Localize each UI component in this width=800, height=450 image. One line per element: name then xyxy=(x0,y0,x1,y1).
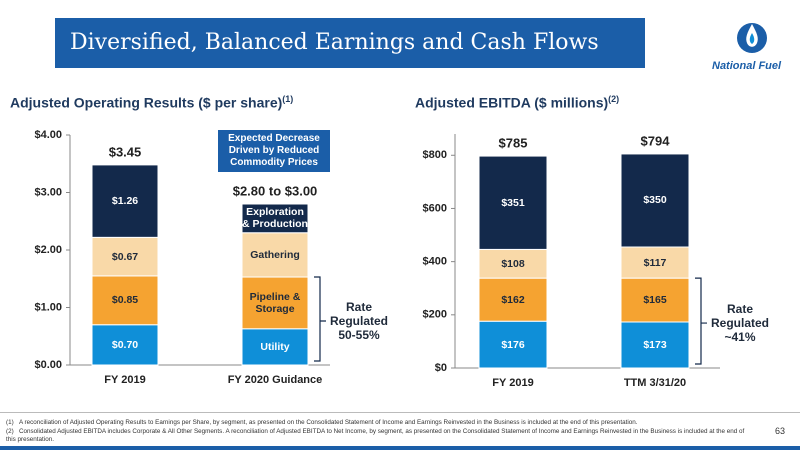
y-tick-label: $3.00 xyxy=(34,186,62,198)
bar-segment xyxy=(91,324,159,366)
value-label: $0.67 xyxy=(111,250,139,263)
footnote-marker: (2) xyxy=(6,428,14,435)
y-tick-label: $400 xyxy=(423,256,447,268)
value-label: $0.70 xyxy=(111,338,139,351)
y-tick-label: $0.00 xyxy=(34,359,62,371)
total-label: $2.80 to $3.00 xyxy=(233,183,318,198)
logo-text: National Fuel xyxy=(712,60,782,72)
value-label: $173 xyxy=(643,338,667,351)
segment-label-box: Pipeline & Storage xyxy=(249,290,301,315)
y-tick-label: $1.00 xyxy=(34,301,62,313)
bracket-label-box: Rate Regulated 50-55% xyxy=(329,300,388,342)
value-label-box: $350 xyxy=(643,194,667,207)
callout: Expected Decrease Driven by Reduced Comm… xyxy=(228,133,320,168)
page-number: 63 xyxy=(775,426,786,436)
value-label: $108 xyxy=(501,257,525,270)
bracket xyxy=(695,277,707,365)
total-label: $794 xyxy=(641,133,671,148)
divider xyxy=(0,412,800,413)
value-label: $350 xyxy=(643,194,667,207)
logo-icon xyxy=(737,23,767,53)
segment-label-box: Gathering xyxy=(250,248,300,261)
bar-segment xyxy=(241,203,309,234)
total-label: $785 xyxy=(499,136,528,151)
value-label-box: $173 xyxy=(643,338,667,351)
value-label: $0.85 xyxy=(111,294,139,307)
charts: $0.00 $1.00 $2.00 $3.00 $4.00 FY 2019 $0.70 $0.… xyxy=(34,129,769,389)
bar-segment xyxy=(478,277,548,322)
value-label-box: $176 xyxy=(501,338,525,351)
value-label: $165 xyxy=(643,294,667,307)
value-label: $162 xyxy=(501,293,525,306)
bracket-label: Rate Regulated 50-55% xyxy=(329,300,388,342)
chart-title-text: Adjusted EBITDA ($ millions) xyxy=(415,94,609,111)
value-label-box: $1.26 xyxy=(111,195,139,208)
y-tick-label: $4.00 xyxy=(34,129,62,141)
bar-segment xyxy=(620,321,690,369)
bar-segment xyxy=(241,232,309,278)
footnote-marker: (1) xyxy=(6,419,14,426)
footnote: (2) Consolidated Adjusted EBITDA include… xyxy=(6,428,746,443)
chart-title-text: Adjusted Operating Results ($ per share) xyxy=(10,94,283,111)
y-tick-label: $600 xyxy=(423,202,447,214)
bar-segment xyxy=(478,248,548,279)
bar-segment xyxy=(478,155,548,250)
value-label-box: $0.70 xyxy=(111,338,139,351)
value-label-box: $165 xyxy=(643,294,667,307)
bar-segment xyxy=(241,276,309,330)
x-tick-label: FY 2019 xyxy=(104,374,145,386)
total-label: $3.45 xyxy=(109,144,142,159)
bracket-label: Rate Regulated ~41% xyxy=(710,302,769,345)
value-label: $1.26 xyxy=(111,195,139,208)
footnote-text: A reconciliation of Adjusted Operating R… xyxy=(18,419,638,426)
value-label: $176 xyxy=(501,338,525,351)
callout-bg xyxy=(218,130,330,172)
x-tick-label: TTM 3/31/20 xyxy=(624,377,686,389)
x-tick-label: FY 2019 xyxy=(492,377,533,389)
bar-segment xyxy=(91,236,159,277)
footnote: (1) A reconciliation of Adjusted Operati… xyxy=(6,419,746,427)
slide-title: Diversified, Balanced Earnings and Cash … xyxy=(70,30,599,55)
logo-flame xyxy=(749,33,755,44)
value-label: $351 xyxy=(501,196,525,209)
bar-segment xyxy=(620,153,690,248)
y-tick-label: $2.00 xyxy=(34,244,62,256)
bar-segment xyxy=(478,320,548,369)
segment-label: Gathering xyxy=(250,248,300,261)
y-tick-label: $200 xyxy=(423,309,447,321)
title-band xyxy=(55,18,645,68)
bar-segment xyxy=(91,164,159,238)
bracket xyxy=(314,276,326,362)
y-tick-label: $0 xyxy=(435,362,447,374)
value-label-box: $351 xyxy=(501,196,525,209)
footnote-text: Consolidated Adjusted EBITDA includes Co… xyxy=(6,428,745,443)
x-tick-label: FY 2020 Guidance xyxy=(228,374,323,386)
bracket-label-box: Rate Regulated ~41% xyxy=(710,302,769,345)
value-label-box: $117 xyxy=(643,256,667,269)
value-label-box: $108 xyxy=(501,257,525,270)
title-note: (2) xyxy=(608,94,620,104)
segment-label: Exploration & Production xyxy=(242,206,308,231)
title-note: (1) xyxy=(282,94,294,104)
value-label-box: $162 xyxy=(501,293,525,306)
value-label: $117 xyxy=(643,256,667,269)
value-label-box: $0.67 xyxy=(111,250,139,263)
segment-label-box: Exploration & Production xyxy=(242,206,308,231)
bar-segment xyxy=(620,277,690,323)
value-label-box: $0.85 xyxy=(111,294,139,307)
bottom-band xyxy=(0,446,800,450)
segment-label-box: Utility xyxy=(260,340,290,353)
bar-segment xyxy=(91,275,159,326)
segment-label: Pipeline & Storage xyxy=(249,290,301,315)
chart-title: Adjusted EBITDA ($ millions)(2) xyxy=(415,94,619,111)
segment-label: Utility xyxy=(260,340,290,353)
callout-box: Expected Decrease Driven by Reduced Comm… xyxy=(228,133,320,168)
chart-title: Adjusted Operating Results ($ per share)… xyxy=(10,94,293,111)
y-tick-label: $800 xyxy=(423,149,447,161)
